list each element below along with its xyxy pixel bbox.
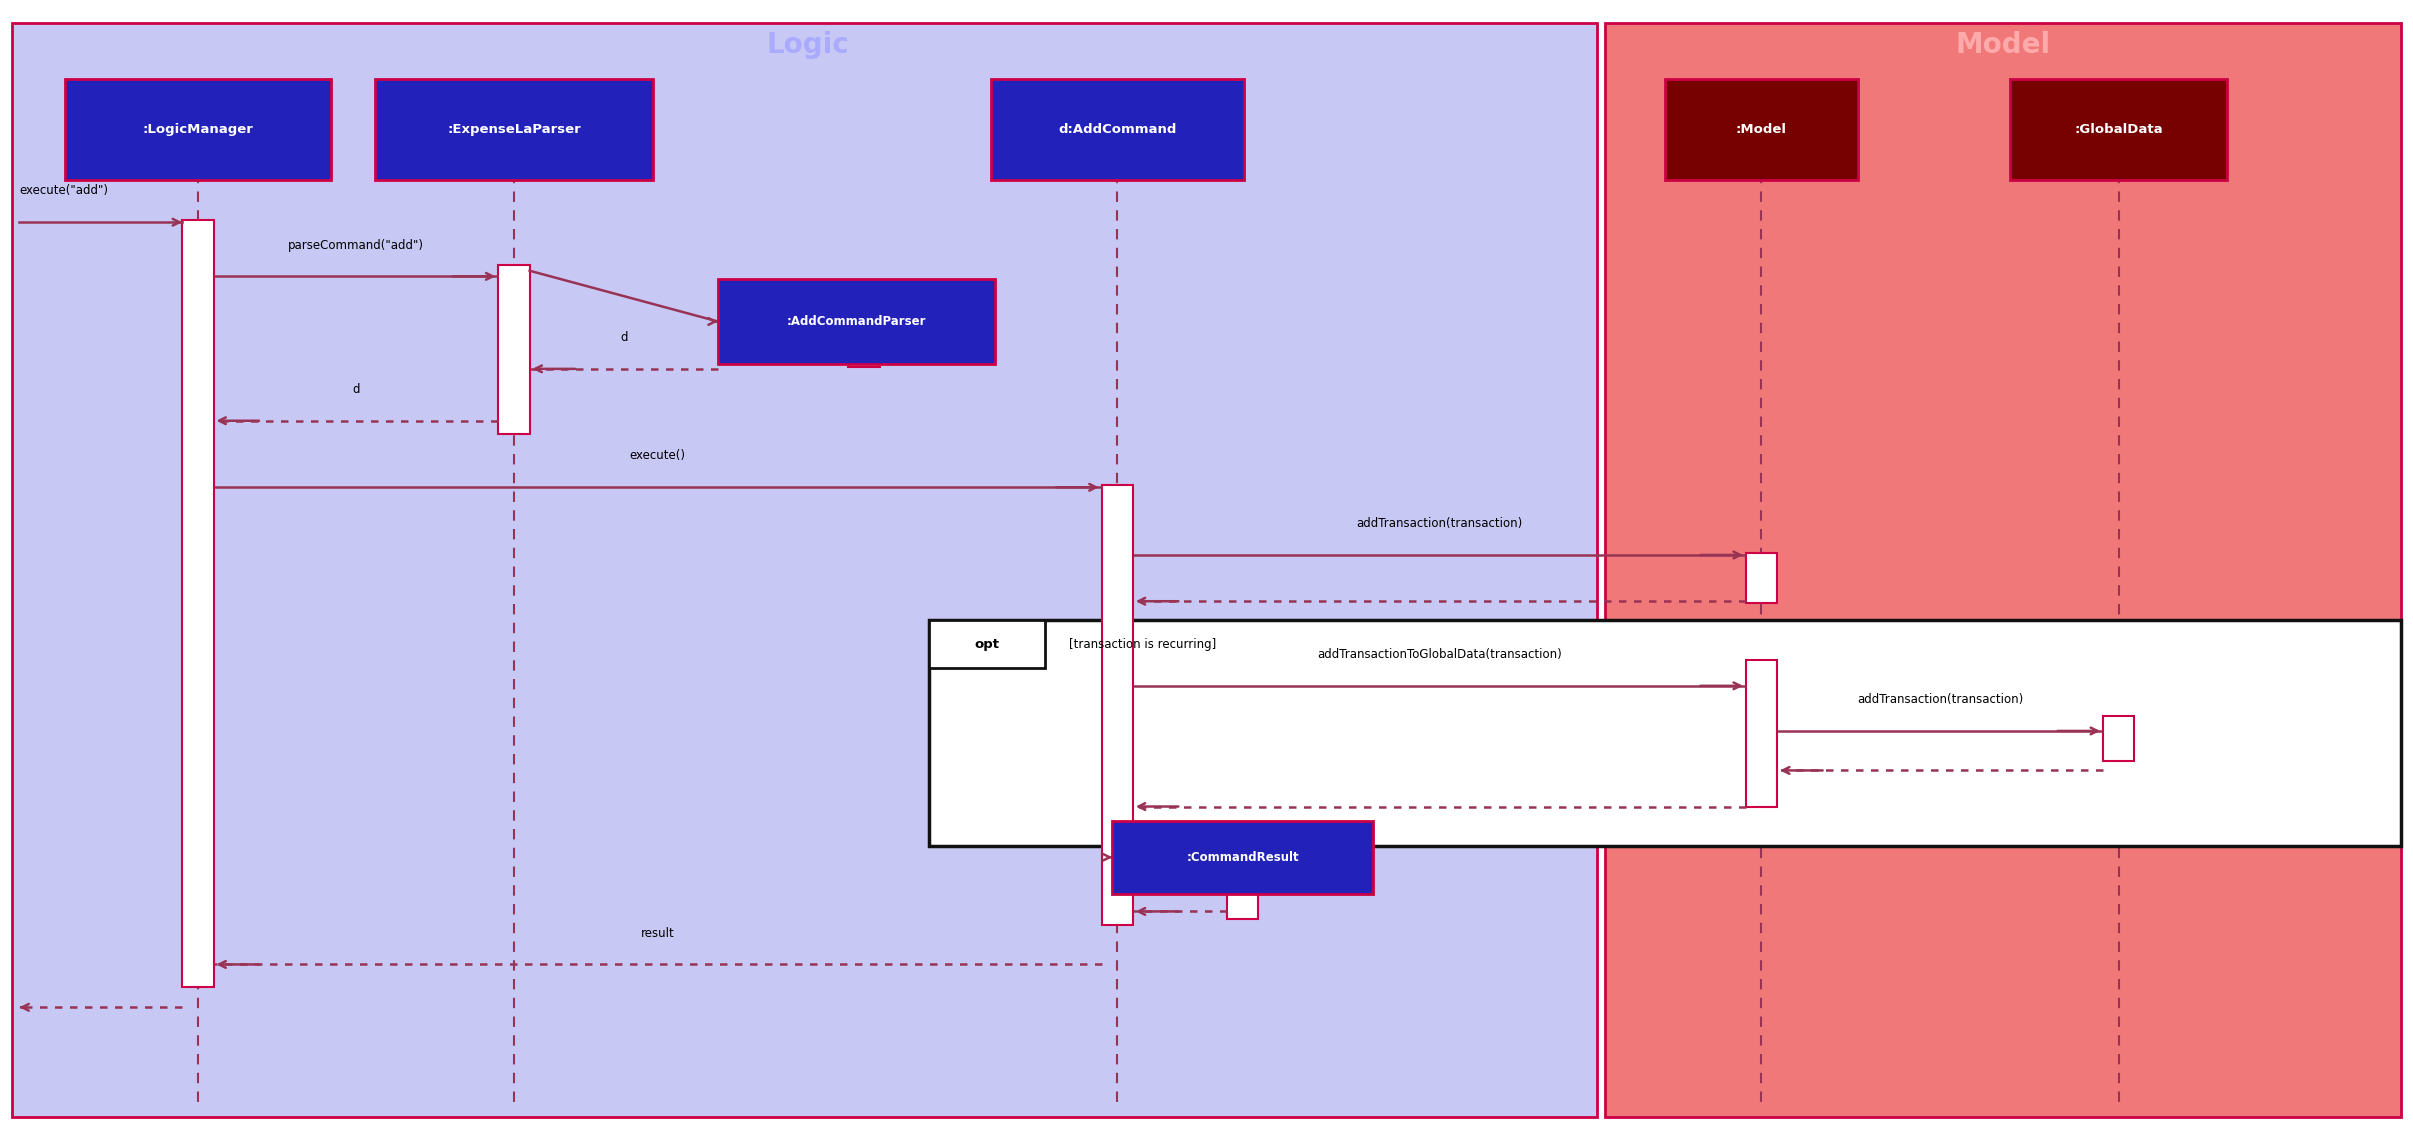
Bar <box>2104 716 2136 761</box>
Bar <box>1228 885 1260 919</box>
Bar <box>989 79 1245 180</box>
Bar <box>1747 553 1776 603</box>
Bar <box>929 620 2401 846</box>
Bar <box>183 220 212 987</box>
Text: addTransaction(transaction): addTransaction(transaction) <box>1356 517 1523 530</box>
Bar <box>1747 660 1776 807</box>
Bar <box>12 23 1597 1117</box>
Text: :Model: :Model <box>1735 123 1788 136</box>
Text: result: result <box>642 926 673 940</box>
Text: execute("add"): execute("add") <box>19 184 109 197</box>
Bar <box>497 265 531 434</box>
Text: d:AddCommand: d:AddCommand <box>1057 123 1178 136</box>
Bar <box>1605 23 2401 1117</box>
Text: :ExpenseLaParser: :ExpenseLaParser <box>446 123 582 136</box>
Text: d: d <box>620 331 627 344</box>
Text: Logic: Logic <box>767 32 849 59</box>
Text: :AddCommandParser: :AddCommandParser <box>787 315 927 328</box>
Bar <box>2010 79 2227 180</box>
Text: addTransactionToGlobalData(transaction): addTransactionToGlobalData(transaction) <box>1317 647 1561 661</box>
Bar <box>849 310 878 367</box>
Text: [transaction is recurring]: [transaction is recurring] <box>1069 637 1216 651</box>
Bar <box>1665 79 1858 180</box>
Bar <box>65 79 331 180</box>
Bar <box>929 620 1045 668</box>
Text: execute(): execute() <box>630 449 685 462</box>
Text: d: d <box>352 382 360 396</box>
Text: :LogicManager: :LogicManager <box>142 123 253 136</box>
Text: :CommandResult: :CommandResult <box>1187 851 1298 864</box>
Text: addTransaction(transaction): addTransaction(transaction) <box>1858 693 2022 706</box>
Bar <box>376 79 652 180</box>
Bar <box>719 279 994 363</box>
Text: Model: Model <box>1955 32 2051 59</box>
Bar <box>1100 485 1132 925</box>
Text: opt: opt <box>975 637 999 651</box>
Bar <box>1112 821 1373 893</box>
Text: :GlobalData: :GlobalData <box>2075 123 2162 136</box>
Text: parseCommand("add"): parseCommand("add") <box>287 238 425 252</box>
